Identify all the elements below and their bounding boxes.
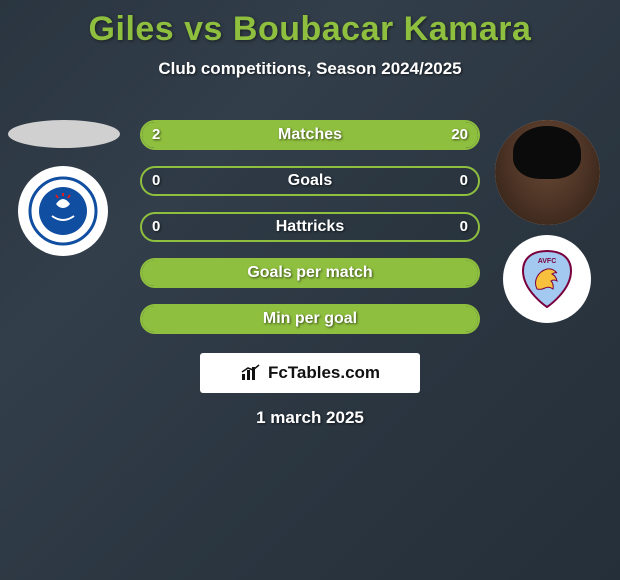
- left-club-badge: [18, 166, 108, 256]
- page-subtitle: Club competitions, Season 2024/2025: [0, 59, 620, 79]
- source-text: FcTables.com: [268, 363, 380, 383]
- bar-label: Goals: [142, 168, 478, 194]
- bar-left-value: 0: [152, 214, 160, 240]
- left-player-column: [8, 120, 118, 256]
- cardiff-badge-icon: [28, 176, 98, 246]
- bar-label: Hattricks: [142, 214, 478, 240]
- source-badge: FcTables.com: [200, 353, 420, 393]
- bar-label: Goals per match: [142, 260, 478, 286]
- bar-left-value: 2: [152, 122, 160, 148]
- bar-row: Hattricks0 0: [140, 212, 480, 242]
- bar-row: Goals per match: [140, 258, 480, 288]
- left-player-photo: [8, 120, 120, 148]
- right-club-badge: AVFC: [503, 235, 591, 323]
- bar-right-value: 0: [460, 168, 468, 194]
- bar-row: Min per goal: [140, 304, 480, 334]
- right-player-photo: [495, 120, 600, 225]
- svg-text:AVFC: AVFC: [538, 258, 557, 265]
- bar-left-value: 0: [152, 168, 160, 194]
- date-text: 1 march 2025: [0, 408, 620, 428]
- bar-row: Goals0 0: [140, 166, 480, 196]
- infographic-root: Giles vs Boubacar Kamara Club competitio…: [0, 0, 620, 580]
- bar-row: Matches2 20: [140, 120, 480, 150]
- bar-right-value: 20: [451, 122, 468, 148]
- right-player-column: AVFC: [492, 120, 602, 323]
- bar-right-value: 0: [460, 214, 468, 240]
- chart-icon: [240, 364, 262, 382]
- page-title: Giles vs Boubacar Kamara: [0, 0, 620, 49]
- bar-label: Matches: [142, 122, 478, 148]
- aston-villa-badge-icon: AVFC: [513, 245, 581, 313]
- comparison-bars: Matches220Goals00Hattricks00Goals per ma…: [140, 120, 480, 350]
- bar-label: Min per goal: [142, 306, 478, 332]
